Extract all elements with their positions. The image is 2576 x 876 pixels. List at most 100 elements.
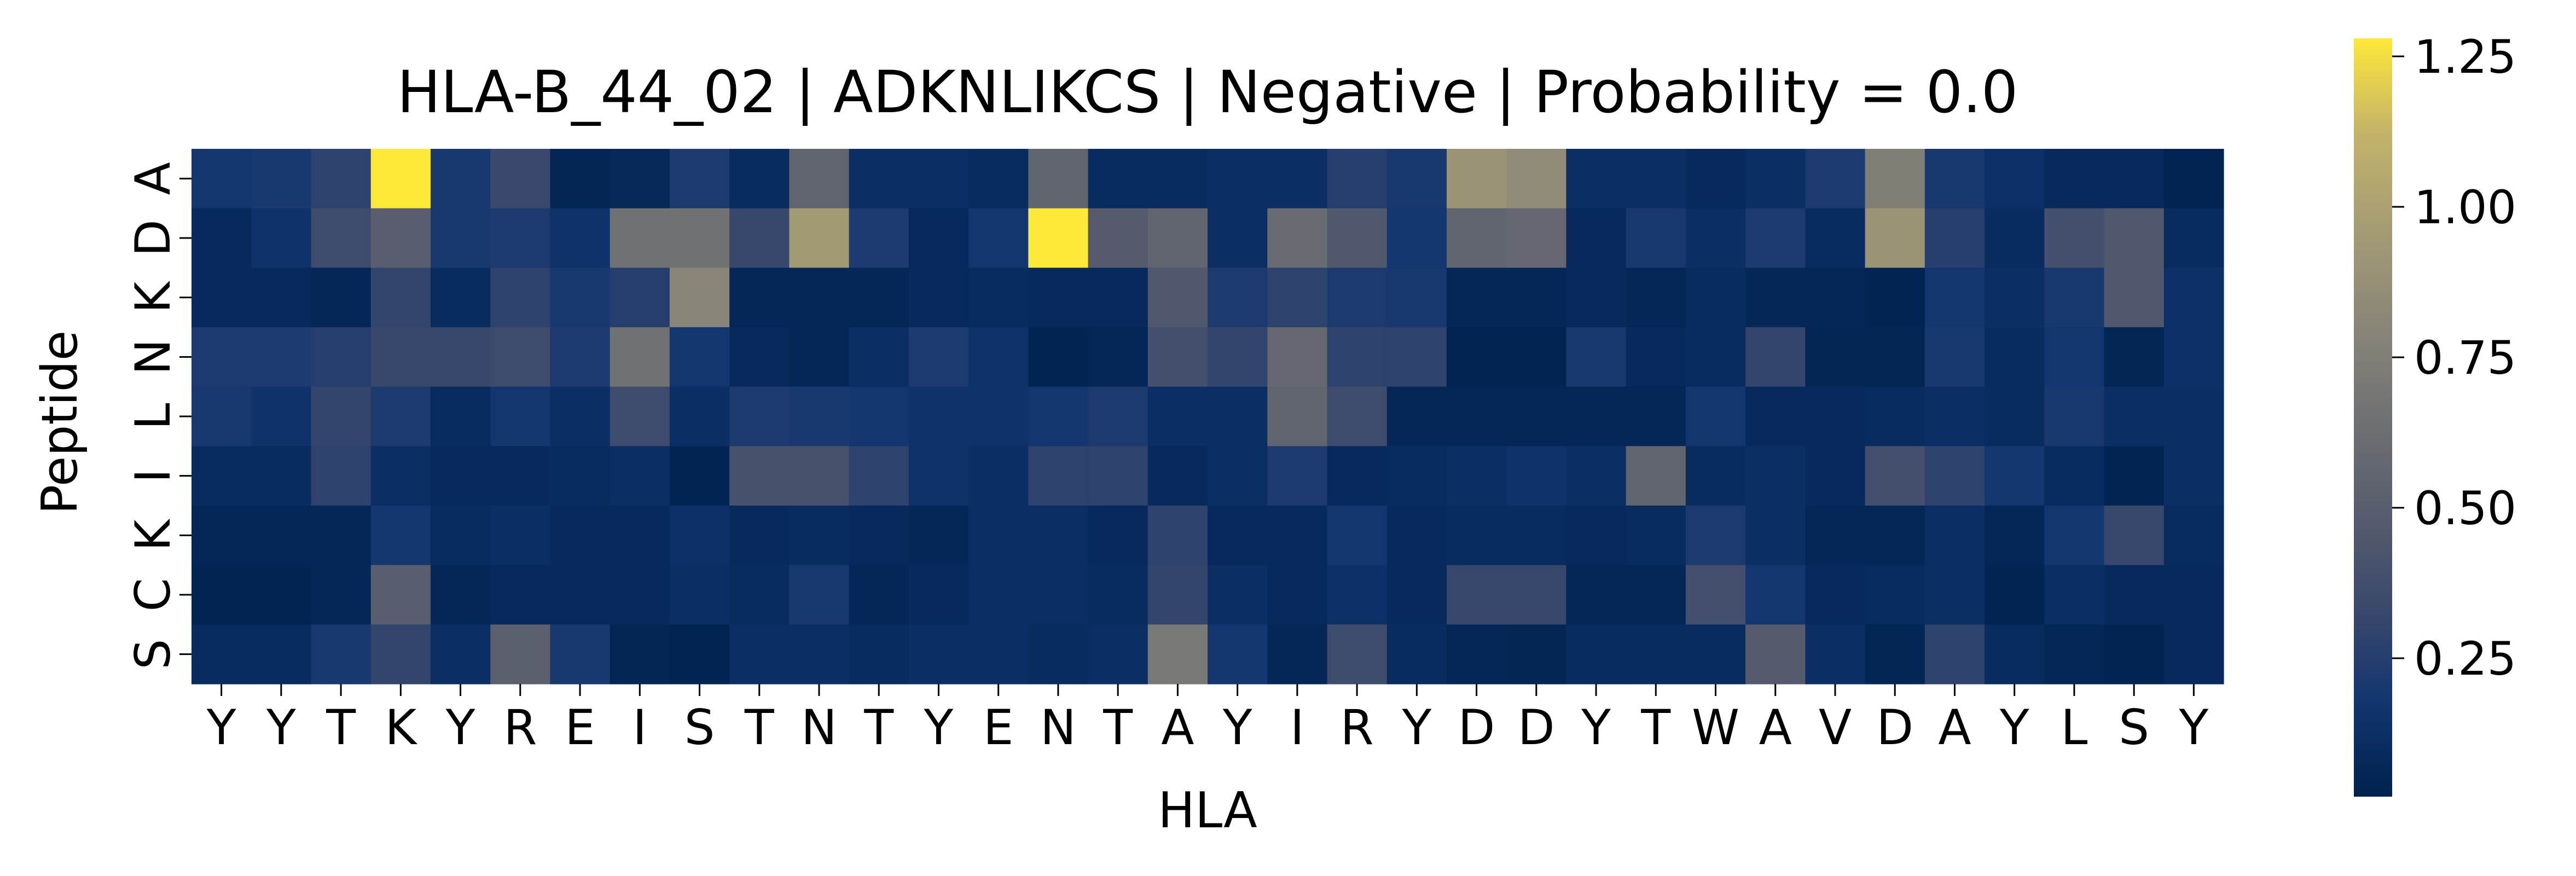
x-tick-label: K (385, 699, 417, 756)
heatmap-cell (849, 208, 909, 268)
heatmap-cell (1686, 624, 1746, 684)
heatmap-cell (909, 446, 969, 506)
heatmap-cell (610, 268, 670, 327)
y-tick-label: C (125, 578, 181, 611)
heatmap-cell (1327, 149, 1387, 208)
heatmap-cell (1088, 387, 1148, 446)
heatmap-cell (1566, 506, 1626, 565)
heatmap-cell (1327, 268, 1387, 327)
x-tick-label: V (1819, 699, 1852, 756)
heatmap-cell (2104, 506, 2165, 565)
heatmap-cell (1447, 387, 1507, 446)
heatmap-cell (1148, 268, 1208, 327)
x-tick-label: A (1161, 699, 1194, 756)
heatmap-cell (311, 208, 371, 268)
heatmap-cell (1148, 149, 1208, 208)
x-tick-label: Y (2178, 699, 2208, 756)
heatmap-cell (1327, 327, 1387, 387)
heatmap-cell (192, 446, 252, 506)
x-tick-label: Y (206, 699, 236, 756)
heatmap-cell (1148, 387, 1208, 446)
colorbar-tick-label: 0.50 (2414, 481, 2516, 535)
heatmap-cell (251, 387, 311, 446)
heatmap-cell (1387, 506, 1447, 565)
heatmap-cell (789, 624, 849, 684)
colorbar-ticks: 0.25 0.50 0.75 1.00 1.25 (2392, 30, 2516, 686)
heatmap-cell (1148, 565, 1208, 625)
heatmap-cell (968, 327, 1029, 387)
heatmap-cell (1267, 565, 1327, 625)
heatmap-cell (192, 506, 252, 565)
heatmap-cell (1925, 149, 1985, 208)
heatmap-cell (1447, 506, 1507, 565)
heatmap-cell (1208, 565, 1268, 625)
heatmap-cell (670, 624, 730, 684)
x-tick-label: S (684, 699, 715, 756)
heatmap-cell (251, 446, 311, 506)
x-axis-label: HLA (1158, 782, 1257, 839)
heatmap-cell (490, 624, 550, 684)
heatmap-cell (909, 624, 969, 684)
heatmap-cell (2044, 624, 2104, 684)
heatmap-cell (1626, 268, 1686, 327)
heatmap-cell (490, 446, 550, 506)
heatmap-cell (431, 624, 491, 684)
heatmap-cell (968, 446, 1029, 506)
x-tick-label: N (801, 699, 837, 756)
heatmap-cell (311, 565, 371, 625)
heatmap-cell (1925, 208, 1985, 268)
heatmap-cell (490, 565, 550, 625)
heatmap-cell (1208, 208, 1268, 268)
heatmap-cell (1805, 387, 1865, 446)
x-tick-label: Y (924, 699, 954, 756)
heatmap-cell (1208, 268, 1268, 327)
heatmap-cell (1506, 268, 1567, 327)
heatmap-cell (909, 208, 969, 268)
heatmap-cell (1387, 327, 1447, 387)
heatmap-cell (1985, 506, 2045, 565)
chart-title: HLA-B_44_02 | ADKNLIKCS | Negative | Pro… (397, 59, 2018, 126)
heatmap-cell (1088, 327, 1148, 387)
heatmap-cell (1566, 624, 1626, 684)
heatmap-cell (1267, 208, 1327, 268)
heatmap-cell (550, 446, 610, 506)
heatmap-cell (2164, 506, 2224, 565)
y-tick-label: L (125, 403, 181, 430)
heatmap-cell (2104, 268, 2165, 327)
heatmap-cell (1088, 446, 1148, 506)
heatmap-cell (968, 149, 1029, 208)
heatmap-cell (1985, 208, 2045, 268)
x-tick-label: T (326, 699, 356, 756)
heatmap-cell (1208, 624, 1268, 684)
heatmap-cell (610, 208, 670, 268)
heatmap-cell (1267, 268, 1327, 327)
heatmap-cell (1267, 446, 1327, 506)
heatmap-cell (909, 506, 969, 565)
heatmap-cell (1985, 446, 2045, 506)
heatmap-cell (729, 149, 790, 208)
heatmap-cell (1686, 327, 1746, 387)
heatmap-cell (1208, 149, 1268, 208)
heatmap-cell (849, 149, 909, 208)
heatmap-cell (550, 327, 610, 387)
heatmap-cell (2104, 149, 2165, 208)
heatmap-cell (1088, 149, 1148, 208)
heatmap-cell (789, 387, 849, 446)
heatmap-cell (550, 387, 610, 446)
heatmap-cell (1745, 268, 1806, 327)
heatmap-cell (1387, 149, 1447, 208)
heatmap-cell (1028, 149, 1088, 208)
heatmap-cell (311, 327, 371, 387)
heatmap-cell (849, 506, 909, 565)
heatmap-cell (311, 446, 371, 506)
heatmap-cell (1985, 268, 2045, 327)
heatmap-cell (670, 565, 730, 625)
heatmap-cell (1028, 506, 1088, 565)
heatmap-cell (550, 624, 610, 684)
heatmap-cell (1506, 387, 1567, 446)
heatmap-cell (1745, 446, 1806, 506)
heatmap-cell (1028, 208, 1088, 268)
heatmap-cell (789, 327, 849, 387)
heatmap-cell (371, 149, 431, 208)
